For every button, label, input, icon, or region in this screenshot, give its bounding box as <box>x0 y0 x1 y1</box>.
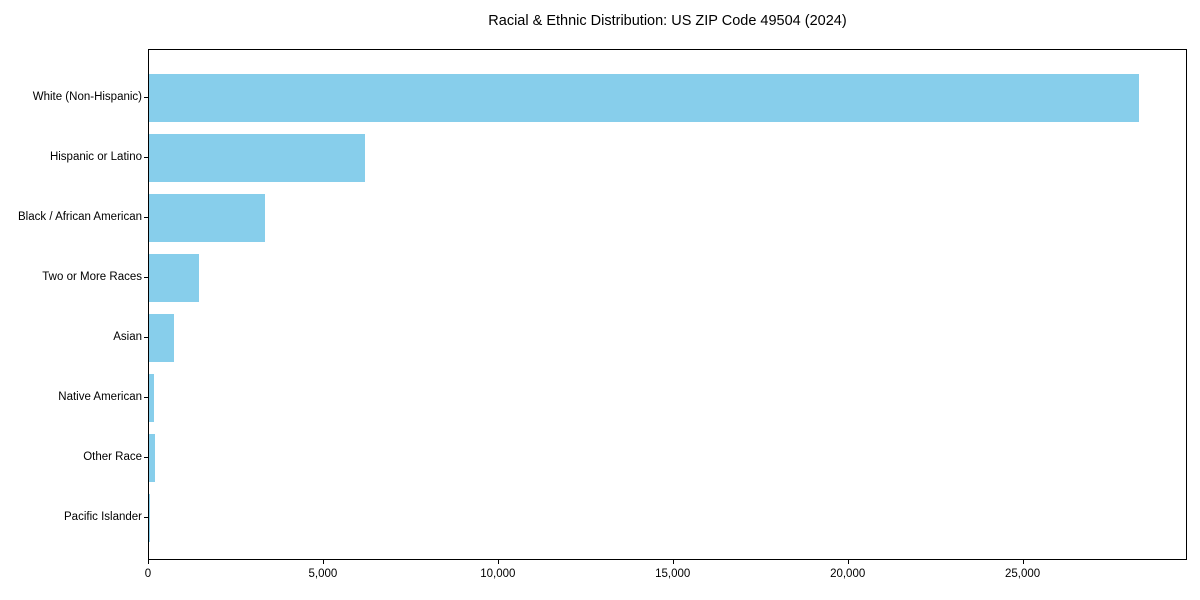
y-tick-mark <box>144 157 148 158</box>
y-axis-label: White (Non-Hispanic) <box>32 91 142 103</box>
y-axis-label: Hispanic or Latino <box>49 151 142 163</box>
x-tick-mark <box>1022 560 1024 564</box>
bar <box>149 374 154 422</box>
bar <box>149 434 155 482</box>
y-tick-mark <box>144 277 148 278</box>
x-tick-mark <box>497 560 499 564</box>
x-tick-label: 0 <box>144 568 152 580</box>
x-tick-mark <box>322 560 324 564</box>
x-tick-mark <box>148 560 149 564</box>
bar <box>149 194 265 242</box>
y-axis-label: Other Race <box>83 451 142 463</box>
bar <box>149 494 150 542</box>
x-tick-label: 10,000 <box>480 568 516 580</box>
bar <box>149 134 365 182</box>
y-axis-label: Pacific Islander <box>64 511 142 523</box>
x-tick-label: 15,000 <box>655 568 691 580</box>
x-tick-label: 20,000 <box>830 568 866 580</box>
y-axis-label: Black / African American <box>18 211 142 223</box>
y-tick-mark <box>144 457 148 458</box>
bar <box>149 314 174 362</box>
y-tick-mark <box>144 517 148 518</box>
y-axis-label: Two or More Races <box>42 271 142 283</box>
bar <box>149 254 199 302</box>
x-tick-label: 5,000 <box>308 568 338 580</box>
plot-area <box>148 49 1187 560</box>
x-tick-label: 25,000 <box>1004 568 1041 580</box>
x-tick-mark <box>847 560 849 564</box>
y-axis-label: Native American <box>58 391 142 403</box>
y-tick-mark <box>144 397 148 398</box>
x-tick-mark <box>672 560 674 564</box>
bar <box>149 74 1139 122</box>
y-tick-mark <box>144 217 148 218</box>
y-tick-mark <box>144 97 148 98</box>
chart-title: Racial & Ethnic Distribution: US ZIP Cod… <box>488 13 847 29</box>
y-axis-label: Asian <box>113 331 142 343</box>
y-tick-mark <box>144 337 148 338</box>
